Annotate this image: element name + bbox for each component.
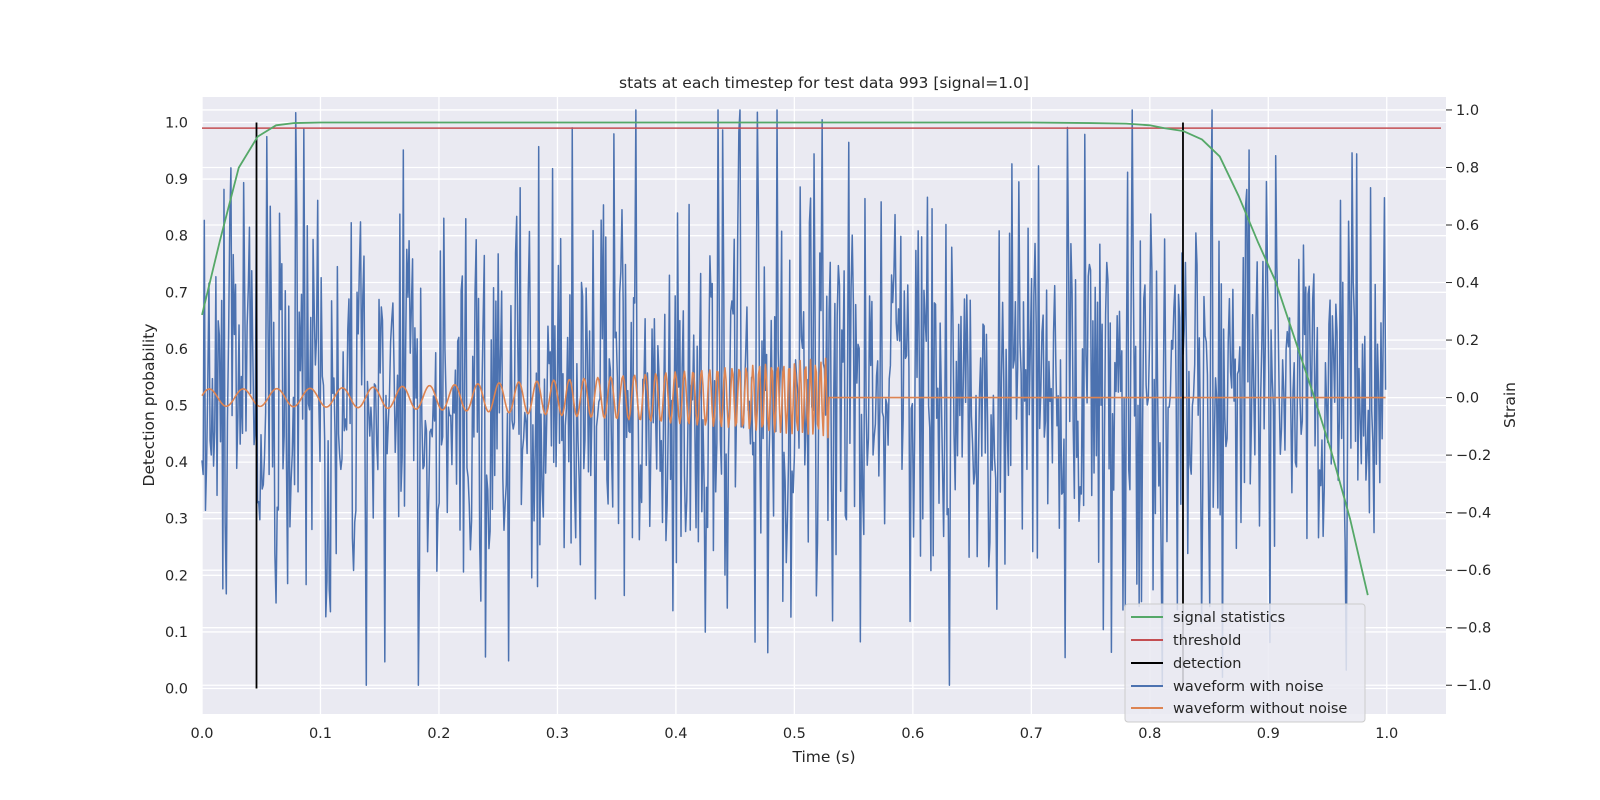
legend: signal statistics threshold detection wa… [1124,603,1366,723]
x-axis-label: Time (s) [791,748,855,766]
x-tick-label: 1.0 [1375,726,1398,742]
y-tick-label: 0.5 [165,399,188,415]
y2-tick-label: −1.0 [1456,678,1491,694]
y-tick-label: 1.0 [165,115,188,131]
legend-label-threshold: threshold [1173,633,1241,649]
y-tick-label: 0.9 [165,172,188,188]
legend-label-waveform-with-noise: waveform with noise [1173,679,1324,695]
y-tick-label: 0.2 [165,568,188,584]
y2-tick-label: 0.8 [1456,160,1479,176]
y-tick-label: 0.8 [165,229,188,245]
series-layer [201,109,1441,689]
x-tick-label: 0.2 [427,726,450,742]
x-tick-label: 0.1 [309,726,332,742]
y2-tick-label: −0.6 [1456,563,1491,579]
waveform-without-noise-line [201,357,1386,439]
y-axis-label: Detection probability [140,324,158,487]
y-axis-left: 0.0 0.1 0.2 0.3 0.4 0.5 0.6 0.7 0.8 0.9 1.0 [165,115,188,697]
y2-tick-label: 1.0 [1456,103,1479,119]
y2-tick-label: −0.2 [1456,448,1491,464]
y-tick-label: 0.6 [165,342,188,358]
x-tick-label: 0.8 [1138,726,1161,742]
y-axis-right: −1.0 −0.8 −0.6 −0.4 −0.2 0.0 0.2 0.4 0.6 0.8 1.0 [1446,103,1491,694]
y2-tick-label: 0.6 [1456,218,1479,234]
signal-statistics-line [201,121,1369,596]
x-tick-label: 0.3 [546,726,569,742]
y-tick-label: 0.0 [165,682,188,698]
y-tick-label: 0.7 [165,285,188,301]
x-tick-label: 0.6 [901,726,924,742]
y2-axis-label: Strain [1501,382,1519,428]
x-tick-label: 0.0 [190,726,213,742]
x-tick-label: 0.9 [1257,726,1280,742]
x-axis: 0.0 0.1 0.2 0.3 0.4 0.5 0.6 0.7 0.8 0.9 1.0 [190,726,1398,742]
legend-box [1124,603,1366,723]
y2-tick-label: 0.4 [1456,276,1479,292]
x-tick-label: 0.7 [1020,726,1043,742]
y2-tick-label: −0.4 [1456,506,1491,522]
y2-tick-label: 0.2 [1456,333,1479,349]
legend-label-signal-statistics: signal statistics [1173,610,1285,626]
y-tick-label: 0.1 [165,625,188,641]
y-tick-label: 0.3 [165,512,188,528]
y2-tick-label: 0.0 [1456,391,1479,407]
chart-title: stats at each timestep for test data 993… [619,74,1029,92]
waveform-with-noise-line [201,109,1387,686]
legend-label-detection: detection [1173,656,1241,672]
y-tick-label: 0.4 [165,455,188,471]
x-tick-label: 0.4 [664,726,687,742]
legend-label-waveform-without-noise: waveform without noise [1173,701,1347,717]
x-tick-label: 0.5 [783,726,806,742]
y2-tick-label: −0.8 [1456,621,1491,637]
